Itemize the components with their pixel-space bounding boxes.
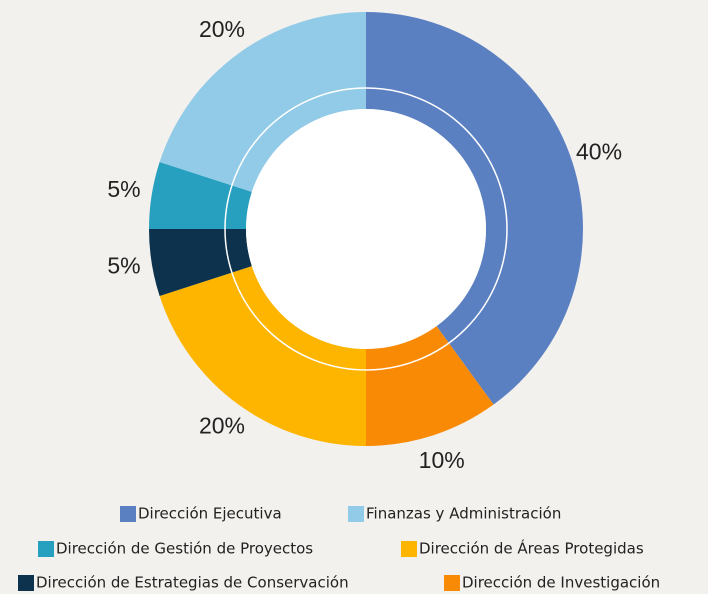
donut-slice — [159, 12, 366, 192]
legend-swatch — [38, 541, 54, 557]
slice-label: 10% — [419, 447, 465, 473]
slice-label: 20% — [199, 412, 245, 438]
slice-label: 40% — [576, 138, 622, 164]
legend-swatch — [18, 575, 34, 591]
legend-label: Dirección de Estrategias de Conservación — [36, 574, 349, 592]
legend-swatch — [120, 506, 136, 522]
donut-slice — [159, 266, 366, 446]
legend-label: Dirección de Gestión de Proyectos — [56, 540, 313, 558]
legend-label: Dirección Ejecutiva — [138, 505, 282, 523]
slice-label: 20% — [199, 16, 245, 42]
donut-hole — [246, 109, 486, 349]
legend-label: Dirección de Investigación — [462, 574, 660, 592]
legend-swatch — [444, 575, 460, 591]
inner-ring — [224, 87, 508, 371]
legend-swatch — [401, 541, 417, 557]
slice-label: 5% — [107, 176, 140, 202]
donut-slice — [366, 326, 494, 446]
legend-label: Finanzas y Administración — [366, 505, 561, 523]
legend-swatch — [348, 506, 364, 522]
slice-label: 5% — [107, 252, 140, 278]
donut-slice — [366, 12, 583, 405]
legend-label: Dirección de Áreas Protegidas — [419, 539, 644, 558]
